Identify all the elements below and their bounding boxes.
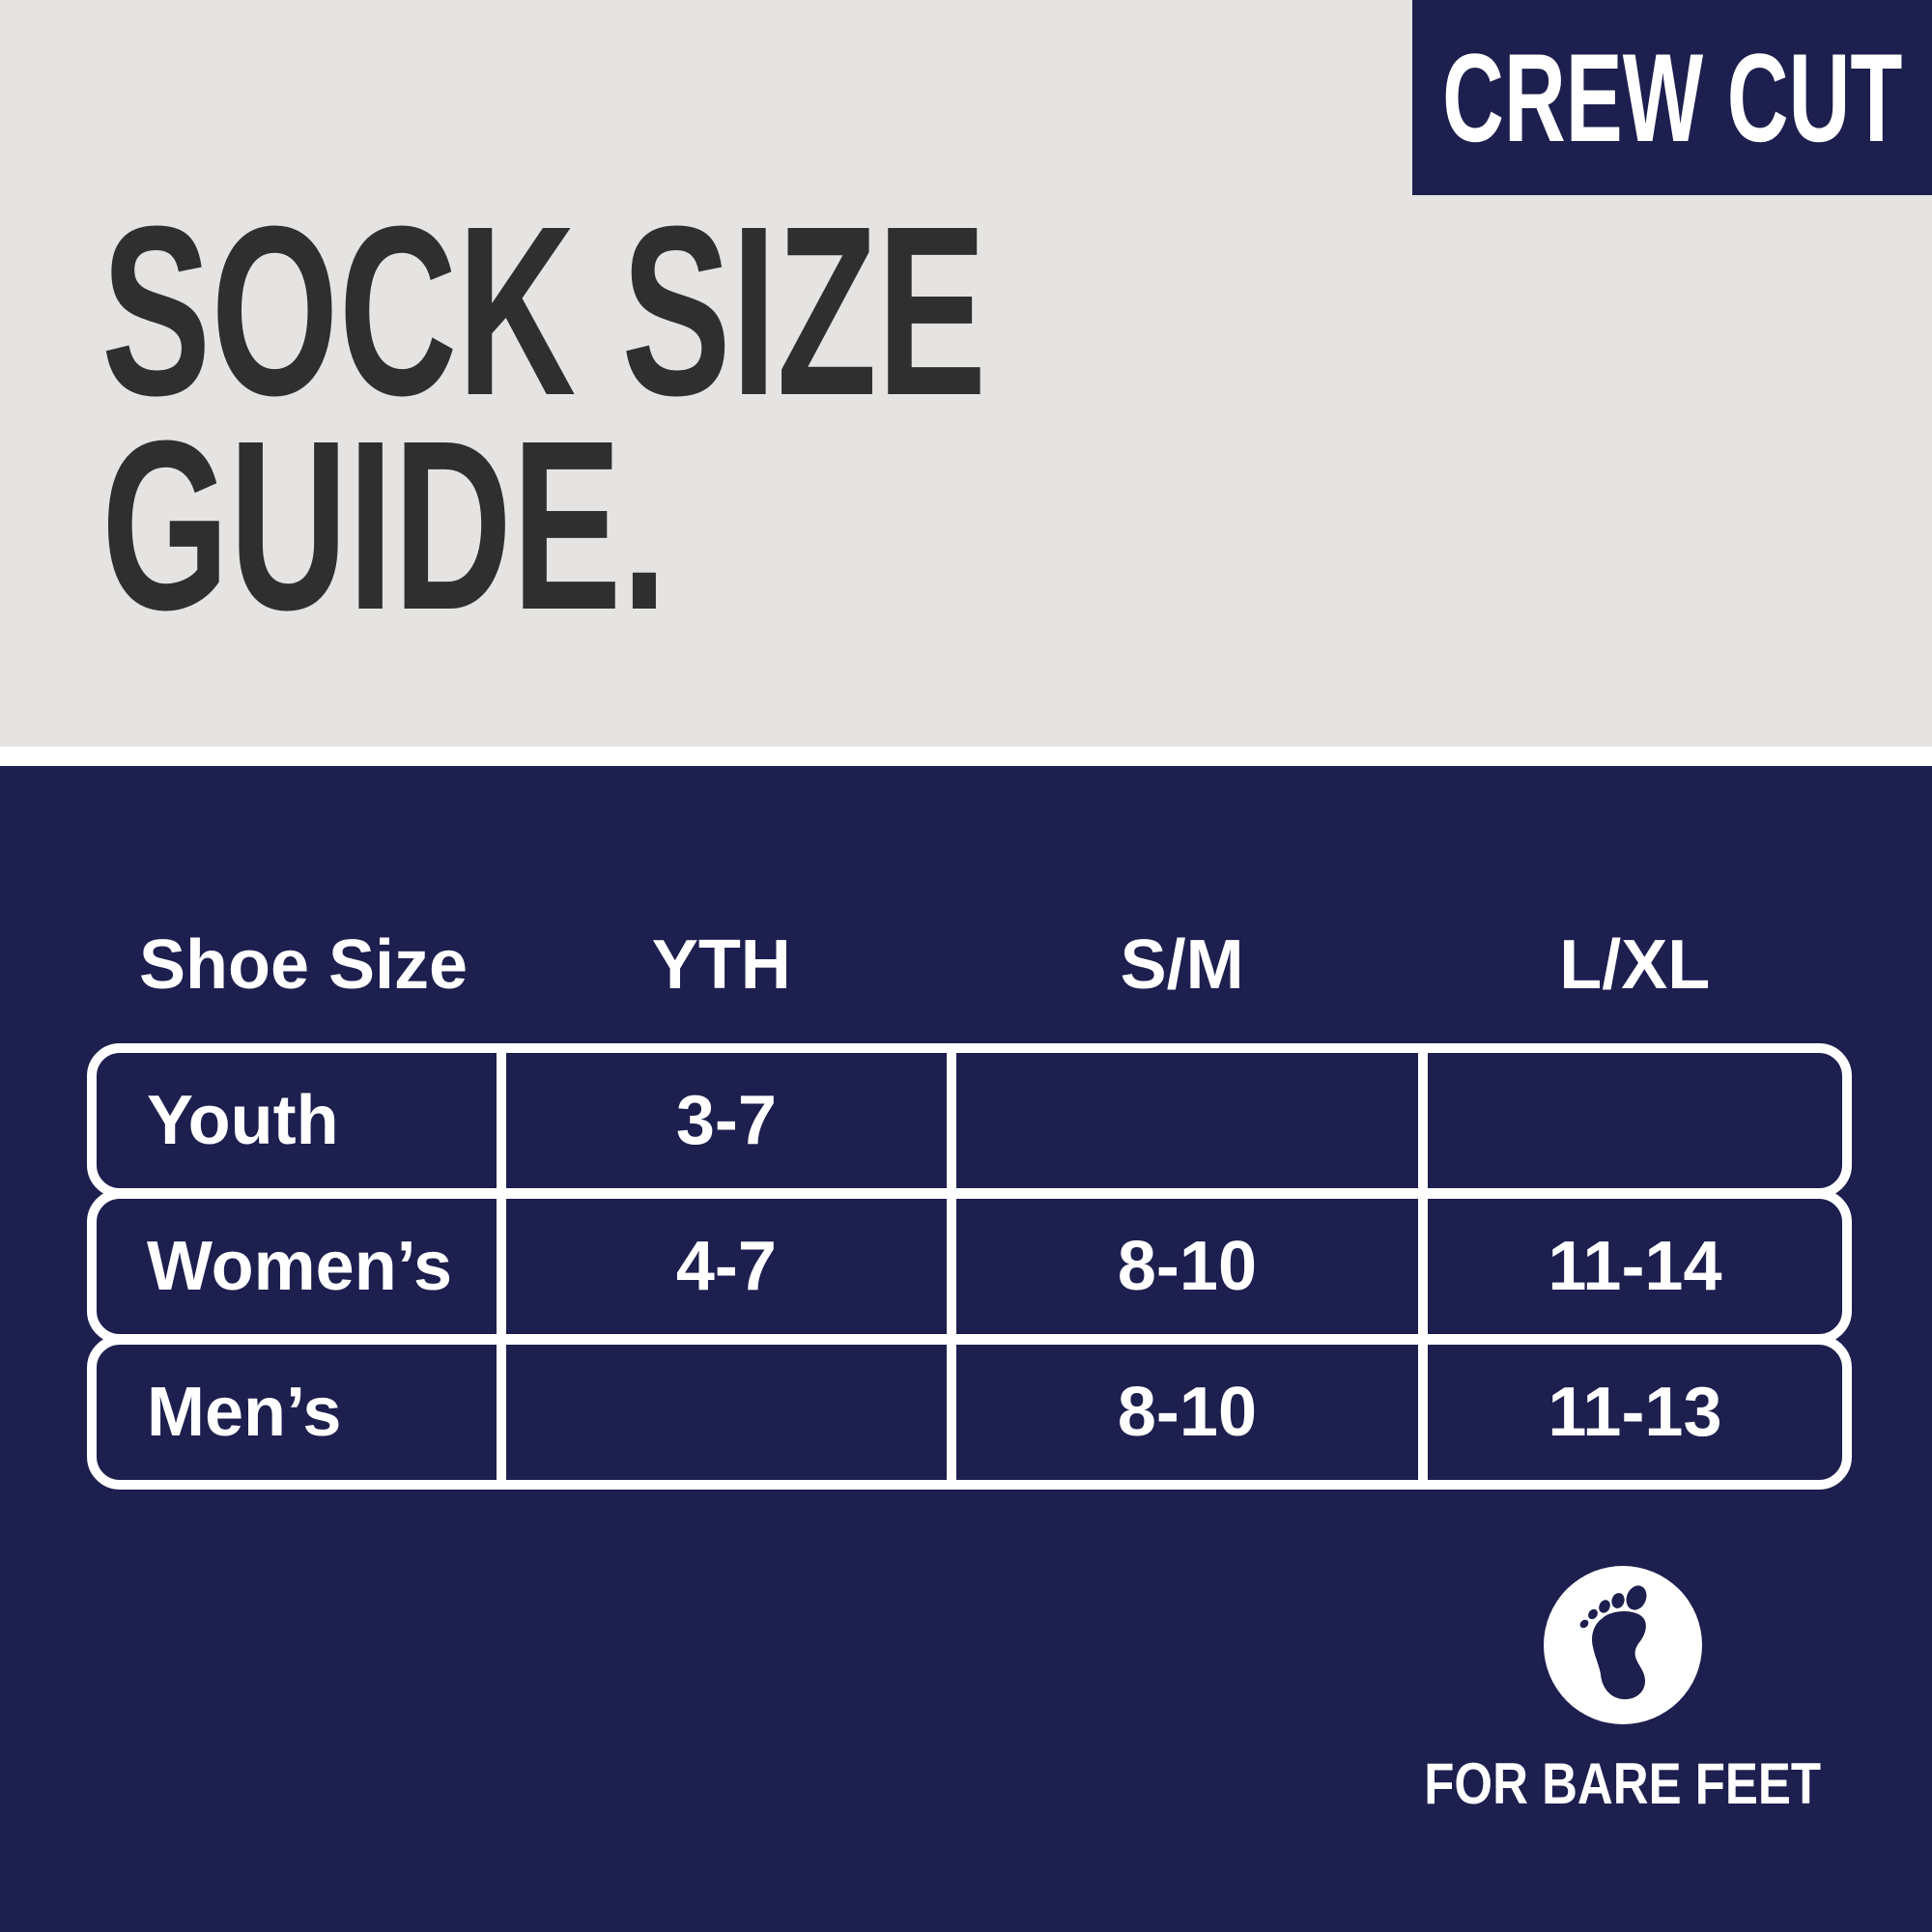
bottom-navy-band bbox=[0, 766, 1932, 1932]
crew-cut-badge: CREW CUT bbox=[1412, 0, 1932, 195]
column-header-lxl: L/XL bbox=[1559, 926, 1711, 1004]
size-table-headers: Shoe Size YTH S/M L/XL bbox=[87, 925, 1852, 1006]
cell-youth-lxl bbox=[1417, 1053, 1842, 1188]
size-table: Youth 3-7 Women’s 4-7 8-10 11-14 Men’s 8… bbox=[87, 1043, 1852, 1490]
table-row-mens: Men’s 8-10 11-13 bbox=[87, 1335, 1852, 1490]
row-label-womens: Women’s bbox=[147, 1228, 453, 1305]
cell-womens-sm: 8-10 bbox=[947, 1199, 1418, 1334]
row-label-mens: Men’s bbox=[147, 1374, 342, 1451]
cell-youth-yth: 3-7 bbox=[496, 1053, 947, 1188]
table-row-womens: Women’s 4-7 8-10 11-14 bbox=[87, 1189, 1852, 1344]
cell-mens-yth bbox=[496, 1345, 947, 1480]
crew-cut-badge-label: CREW CUT bbox=[1441, 27, 1903, 168]
cell-womens-lxl: 11-14 bbox=[1417, 1199, 1842, 1334]
column-header-yth: YTH bbox=[651, 926, 791, 1004]
cell-mens-sm: 8-10 bbox=[947, 1345, 1418, 1480]
divider-strip bbox=[0, 747, 1932, 766]
page-title-line1: SOCK SIZE bbox=[101, 176, 987, 445]
brand-name: FOR BARE FEET bbox=[1424, 1751, 1822, 1816]
footprint-icon bbox=[1544, 1566, 1702, 1724]
cell-youth-sm bbox=[947, 1053, 1418, 1188]
page-title: SOCK SIZE GUIDE. bbox=[101, 176, 987, 660]
column-header-sm: S/M bbox=[1120, 926, 1244, 1004]
row-label-youth: Youth bbox=[147, 1082, 339, 1159]
shoe-size-label: Shoe Size bbox=[139, 926, 469, 1004]
page-title-line2: GUIDE. bbox=[101, 390, 668, 660]
cell-mens-lxl: 11-13 bbox=[1417, 1345, 1842, 1480]
cell-womens-yth: 4-7 bbox=[496, 1199, 947, 1334]
table-row-youth: Youth 3-7 bbox=[87, 1043, 1852, 1198]
brand-logo: FOR BARE FEET bbox=[1406, 1566, 1840, 1813]
